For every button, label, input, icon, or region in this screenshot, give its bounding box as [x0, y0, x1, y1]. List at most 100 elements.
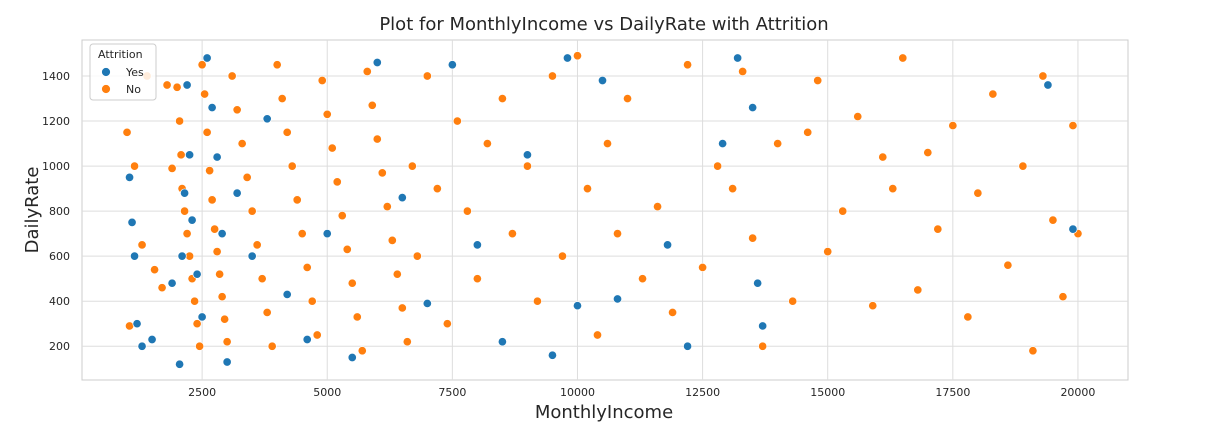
data-point-no [267, 341, 277, 351]
x-tick-label: 20000 [1060, 386, 1095, 399]
data-point-yes [212, 152, 222, 162]
data-point-no [602, 139, 613, 149]
data-point-no [367, 100, 377, 110]
data-point-no [292, 195, 302, 205]
x-tick-label: 5000 [313, 386, 341, 399]
data-point-no [362, 66, 372, 77]
data-point-no [898, 53, 908, 63]
data-point-no [167, 163, 177, 173]
data-point-yes [247, 251, 257, 261]
data-point-yes [472, 240, 482, 250]
data-point-no [507, 229, 517, 239]
data-point-no [327, 143, 337, 153]
data-point-no [1003, 260, 1013, 270]
data-point-no [653, 202, 663, 212]
data-point-no [988, 89, 998, 99]
data-point-no [197, 60, 207, 70]
data-point-no [1058, 292, 1068, 302]
x-tick-label: 15000 [810, 386, 845, 399]
data-point-no [200, 89, 210, 99]
data-point-yes [733, 53, 743, 63]
data-point-no [205, 166, 215, 176]
data-point-no [217, 292, 227, 302]
data-point-no [698, 262, 708, 272]
data-point-no [442, 319, 452, 329]
data-point-no [522, 161, 532, 171]
data-point-no [683, 60, 693, 70]
x-tick-labels: 2500 5000 7500 10000 12500 15000 17500 20000 [188, 386, 1095, 399]
data-point-no [297, 229, 307, 239]
chart-title: Plot for MonthlyIncome vs DailyRate with… [379, 14, 828, 35]
data-point-yes [397, 193, 407, 203]
data-point-no [397, 303, 407, 313]
plot-area [81, 39, 1129, 381]
data-point-no [452, 116, 462, 126]
data-point-yes [175, 359, 185, 369]
data-point-no [282, 127, 292, 137]
data-point-no [220, 314, 230, 324]
data-point-yes [127, 217, 137, 227]
data-point-yes [753, 278, 763, 288]
data-point-no [888, 184, 898, 194]
data-point-no [913, 285, 923, 295]
data-point-no [172, 82, 182, 92]
y-tick-label: 200 [49, 340, 70, 353]
legend-no-label: No [126, 83, 141, 96]
legend-yes-marker [101, 67, 111, 77]
data-point-yes [197, 312, 207, 322]
data-point-no [412, 251, 422, 261]
data-point-yes [167, 278, 177, 288]
x-gridlines [201, 40, 1079, 380]
y-tick-labels: 200 400 600 800 1000 1200 1400 [42, 70, 70, 353]
y-tick-label: 1000 [42, 160, 70, 173]
data-point-no [257, 274, 267, 284]
legend: Attrition Yes No [89, 43, 157, 101]
data-point-no [157, 283, 167, 293]
data-point-no [592, 330, 603, 340]
data-point-no [175, 116, 185, 126]
data-point-yes [497, 337, 507, 347]
y-tick-label: 800 [49, 205, 70, 218]
x-tick-label: 17500 [935, 386, 970, 399]
data-point-no [337, 211, 347, 221]
data-point-no [1028, 346, 1038, 356]
data-point-no [803, 127, 813, 137]
data-point-no [557, 251, 568, 261]
data-point-no [237, 139, 247, 149]
data-point-yes [217, 229, 227, 239]
data-point-no [272, 60, 282, 70]
data-point-no [973, 188, 983, 198]
data-point-no [190, 296, 200, 306]
data-point-yes [124, 172, 135, 182]
data-point-no [572, 51, 583, 61]
y-tick-label: 1400 [42, 70, 70, 83]
data-point-no [637, 274, 648, 284]
data-point-yes [282, 289, 292, 299]
data-point-yes [547, 350, 557, 360]
data-point-no [1048, 215, 1058, 225]
data-point-no [332, 177, 342, 187]
data-point-yes [180, 188, 190, 198]
data-point-yes [177, 251, 187, 261]
data-point-no [302, 262, 312, 272]
legend-title: Attrition [98, 48, 143, 61]
data-point-no [137, 240, 147, 250]
data-point-no [347, 278, 357, 288]
data-point-no [532, 296, 542, 306]
data-point-yes [597, 75, 608, 86]
data-point-no [612, 229, 623, 239]
data-point-no [497, 93, 507, 104]
data-point-yes [222, 357, 232, 367]
x-tick-label: 7500 [438, 386, 466, 399]
data-point-no [923, 148, 933, 158]
data-point-yes [663, 240, 673, 250]
data-point-no [402, 337, 412, 347]
legend-no-marker [101, 84, 111, 94]
data-point-no [1068, 121, 1078, 131]
data-point-yes [192, 269, 202, 279]
data-point-yes [1068, 224, 1078, 234]
x-tick-label: 2500 [188, 386, 216, 399]
data-point-no [382, 202, 392, 212]
data-point-no [242, 172, 252, 182]
